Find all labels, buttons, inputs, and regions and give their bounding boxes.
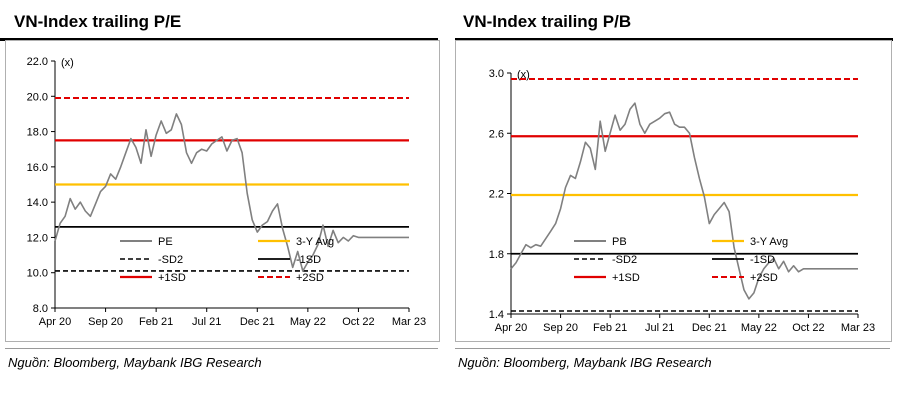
pe-y-tick-label: 14.0 xyxy=(27,197,48,209)
pb-legend-label: +1SD xyxy=(612,272,640,284)
pb-y-tick-label: 3.0 xyxy=(489,68,504,80)
pb-source-divider xyxy=(455,348,890,349)
pe-legend-label: +2SD xyxy=(296,272,324,284)
pe-y-tick-label: 22.0 xyxy=(27,56,48,68)
pb-y-tick-label: 2.2 xyxy=(489,189,504,201)
pe-y-tick-label: 10.0 xyxy=(27,268,48,280)
pb-unit-label: (x) xyxy=(517,69,530,81)
pe-legend-label: +1SD xyxy=(158,272,186,284)
pe-y-tick-label: 8.0 xyxy=(33,303,48,315)
pe-series-line xyxy=(54,113,409,272)
pb-legend-label: PB xyxy=(612,236,627,248)
pb-x-tick-label: Oct 22 xyxy=(792,322,824,334)
pe-legend-label: PE xyxy=(158,236,173,248)
pb-x-tick-label: Apr 20 xyxy=(495,322,527,334)
pb-legend-label: 3-Y Avg xyxy=(750,236,788,248)
pe-y-tick-label: 16.0 xyxy=(27,162,48,174)
pb-chart-frame: 1.4 1.8 2.2 2.6 3.0 (x) Apr 20 Sep 20 Feb 21 Jul … xyxy=(455,40,892,342)
pb-legend-label: +2SD xyxy=(750,272,778,284)
pb-series-line xyxy=(510,102,858,300)
pe-chart-frame: 8.0 10.0 12.0 14.0 16.0 18.0 20.0 22.0 (x) Apr 20… xyxy=(5,40,440,342)
pe-y-tick-label: 12.0 xyxy=(27,232,48,244)
pb-chart: 1.4 1.8 2.2 2.6 3.0 (x) Apr 20 Sep 20 Feb 21 Jul … xyxy=(489,68,875,334)
pe-y-tick-label: 20.0 xyxy=(27,91,48,103)
pb-panel-title: VN-Index trailing P/B xyxy=(455,12,893,41)
pb-x-tick-label: Feb 21 xyxy=(593,322,627,334)
pe-source-note: Nguồn: Bloomberg, Maybank IBG Research xyxy=(8,355,262,370)
pb-y-tick-label: 2.6 xyxy=(489,128,504,140)
pe-x-tick-label: Oct 22 xyxy=(342,316,374,328)
pe-y-tick-label: 18.0 xyxy=(27,127,48,139)
pe-x-tick-label: Dec 21 xyxy=(240,316,275,328)
pe-x-tick-label: Jul 21 xyxy=(192,316,221,328)
pb-legend-label: -SD2 xyxy=(612,254,637,266)
pb-legend-label: -1SD xyxy=(750,254,775,266)
pb-y-tick-label: 1.4 xyxy=(489,309,504,321)
pb-x-tick-label: May 22 xyxy=(741,322,777,334)
pb-panel: VN-Index trailing P/B 1.4 1.8 2.2 2.6 3.0 (x)… xyxy=(455,0,893,413)
pb-source-note: Nguồn: Bloomberg, Maybank IBG Research xyxy=(458,355,712,370)
pe-legend-label: 3-Y Avg xyxy=(296,236,334,248)
pe-x-tick-label: May 22 xyxy=(290,316,326,328)
pe-x-tick-label: Sep 20 xyxy=(88,316,123,328)
pb-x-tick-label: Sep 20 xyxy=(543,322,578,334)
pb-x-tick-label: Dec 21 xyxy=(692,322,727,334)
pe-unit-label: (x) xyxy=(61,57,74,69)
pe-x-tick-label: Mar 23 xyxy=(392,316,426,328)
pe-chart: 8.0 10.0 12.0 14.0 16.0 18.0 20.0 22.0 (x) Apr 20… xyxy=(27,56,427,328)
pe-panel: VN-Index trailing P/E 8.0 10.0 12.0 14.0 16.… xyxy=(0,0,440,413)
pb-x-tick-label: Jul 21 xyxy=(645,322,674,334)
pb-y-tick-label: 1.8 xyxy=(489,249,504,261)
pe-legend-label: -1SD xyxy=(296,254,321,266)
pb-x-tick-label: Mar 23 xyxy=(841,322,875,334)
pe-source-divider xyxy=(5,348,438,349)
pe-panel-title: VN-Index trailing P/E xyxy=(0,12,438,41)
pe-x-tick-label: Feb 21 xyxy=(139,316,173,328)
pe-legend-label: -SD2 xyxy=(158,254,183,266)
pe-x-tick-label: Apr 20 xyxy=(39,316,71,328)
